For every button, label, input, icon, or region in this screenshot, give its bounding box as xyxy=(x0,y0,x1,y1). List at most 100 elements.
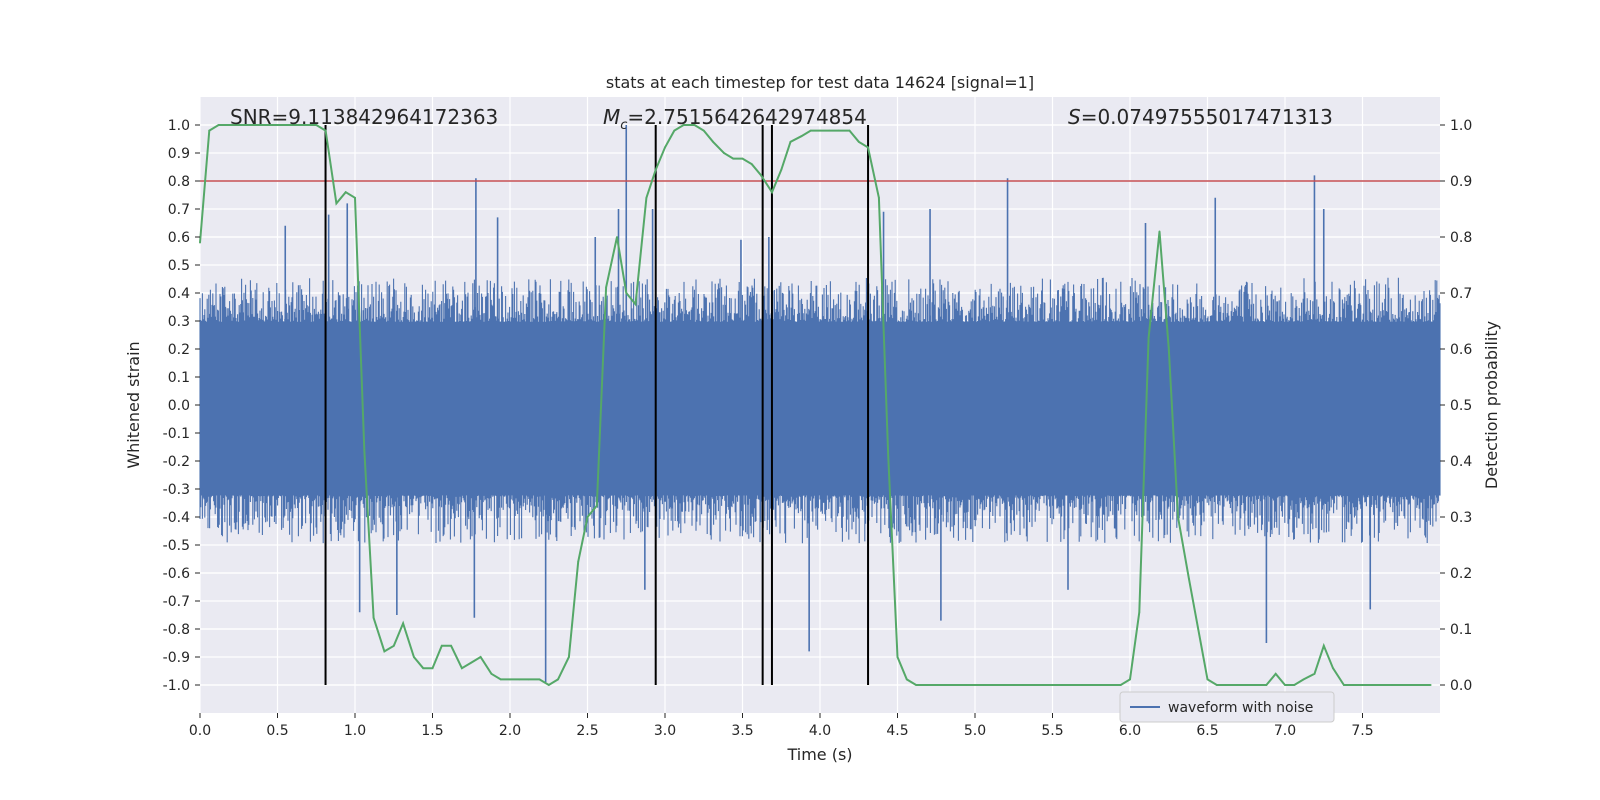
probability-point xyxy=(935,684,938,686)
y-right-tick-label: 0.6 xyxy=(1450,342,1472,358)
probability-point xyxy=(247,124,250,126)
probability-point xyxy=(625,292,628,294)
probability-point xyxy=(654,168,657,171)
probability-point xyxy=(413,656,415,658)
probability-point xyxy=(335,202,338,205)
y-left-tick-label: -0.7 xyxy=(163,594,190,610)
probability-point xyxy=(431,667,434,670)
probability-point xyxy=(1042,684,1045,686)
probability-point xyxy=(557,678,559,681)
vertical-markers xyxy=(324,125,870,685)
y-right-axis-label: Detection probability xyxy=(1482,321,1501,489)
probability-point xyxy=(1400,684,1403,686)
probability-point xyxy=(1197,628,1200,630)
y-left-tick-label: 0.4 xyxy=(168,286,190,302)
probability-series xyxy=(199,124,1432,687)
probability-point xyxy=(1070,684,1072,686)
y-left-tick-label: 1.0 xyxy=(168,118,190,134)
chart-title: stats at each timestep for test data 146… xyxy=(606,73,1034,92)
probability-point xyxy=(1158,230,1161,233)
y-left-tick-label: 0.7 xyxy=(168,202,190,218)
probability-point xyxy=(867,146,869,149)
probability-point xyxy=(944,684,947,686)
probability-point xyxy=(276,124,279,126)
y-left-tick-label: 0.2 xyxy=(168,342,190,358)
probability-point xyxy=(1313,672,1316,675)
y-left-tick-label: -0.8 xyxy=(163,622,190,638)
probability-point xyxy=(800,135,803,138)
probability-point xyxy=(479,656,482,658)
probability-point xyxy=(306,124,308,126)
probability-point xyxy=(1380,684,1382,686)
x-tick-label: 3.0 xyxy=(654,723,676,739)
probability-point xyxy=(1322,644,1325,647)
y-left-tick-label: -0.4 xyxy=(163,510,190,526)
probability-point xyxy=(605,286,607,289)
probability-point xyxy=(750,163,753,166)
probability-point xyxy=(392,644,395,647)
probability-point xyxy=(1129,678,1131,681)
probability-point xyxy=(1138,611,1141,614)
probability-point xyxy=(992,684,995,686)
probability-point xyxy=(682,124,685,126)
probability-point xyxy=(354,196,356,199)
y-left-tick-label: 0.8 xyxy=(168,174,190,190)
probability-point xyxy=(1177,516,1179,518)
probability-point xyxy=(673,129,676,132)
probability-point xyxy=(1409,684,1412,686)
probability-point xyxy=(1051,684,1054,686)
s-annotation: S=0.07497555017471313 xyxy=(1068,105,1333,129)
probability-point xyxy=(199,241,201,244)
y-left-tick-label: 0.3 xyxy=(168,314,190,330)
probability-point xyxy=(1012,684,1015,686)
y-left-tick-label: -0.6 xyxy=(163,566,190,582)
probability-point xyxy=(538,678,541,681)
probability-point xyxy=(208,129,211,132)
probability-point xyxy=(896,656,899,658)
probability-point xyxy=(1361,684,1364,686)
probability-point xyxy=(664,146,666,149)
probability-point xyxy=(1225,684,1227,686)
probability-point xyxy=(440,644,443,647)
probability-point xyxy=(1420,684,1423,686)
y-right-tick-label: 1.0 xyxy=(1450,118,1472,134)
probability-point xyxy=(1293,684,1296,686)
y-left-axis-label: Whitened strain xyxy=(124,341,143,468)
y-left-tick-label: -0.1 xyxy=(163,426,190,442)
probability-point xyxy=(324,129,327,132)
probability-point xyxy=(217,124,220,126)
probability-point xyxy=(228,124,231,126)
probability-point xyxy=(955,684,958,686)
y-right-ticks: 1.0 0.9 0.8 0.7 0.6 0.5 0.4 0.3 0.2 0.1 0.0 xyxy=(1440,118,1472,694)
s-symbol: S xyxy=(1068,105,1081,129)
probability-point xyxy=(490,672,493,675)
probability-point xyxy=(315,124,318,126)
x-tick-label: 2.5 xyxy=(576,723,598,739)
probability-point xyxy=(1391,684,1393,686)
probability-point xyxy=(1215,684,1218,686)
probability-point xyxy=(586,516,589,518)
probability-point xyxy=(1099,684,1102,686)
probability-point xyxy=(887,454,890,457)
probability-point xyxy=(1245,684,1248,686)
probability-point xyxy=(295,124,297,126)
probability-point xyxy=(1302,678,1305,681)
y-right-tick-label: 0.7 xyxy=(1450,286,1472,302)
mc-subscript: c xyxy=(620,118,627,133)
x-tick-label: 1.5 xyxy=(421,723,443,739)
probability-point xyxy=(383,650,386,653)
probability-point xyxy=(237,124,240,126)
probability-point xyxy=(547,684,550,686)
probability-point xyxy=(1022,684,1024,686)
y-right-tick-label: 0.3 xyxy=(1450,510,1472,526)
y-left-tick-label: -0.9 xyxy=(163,650,190,666)
x-tick-label: 0.0 xyxy=(189,723,211,739)
mc-symbol: M xyxy=(603,105,620,129)
probability-point xyxy=(595,504,598,507)
probability-point xyxy=(771,191,773,194)
probability-point xyxy=(499,678,502,681)
probability-point xyxy=(1081,684,1083,686)
probability-point xyxy=(780,168,783,171)
legend-entry-waveform: waveform with noise xyxy=(1168,700,1313,716)
x-tick-label: 0.5 xyxy=(266,723,288,739)
